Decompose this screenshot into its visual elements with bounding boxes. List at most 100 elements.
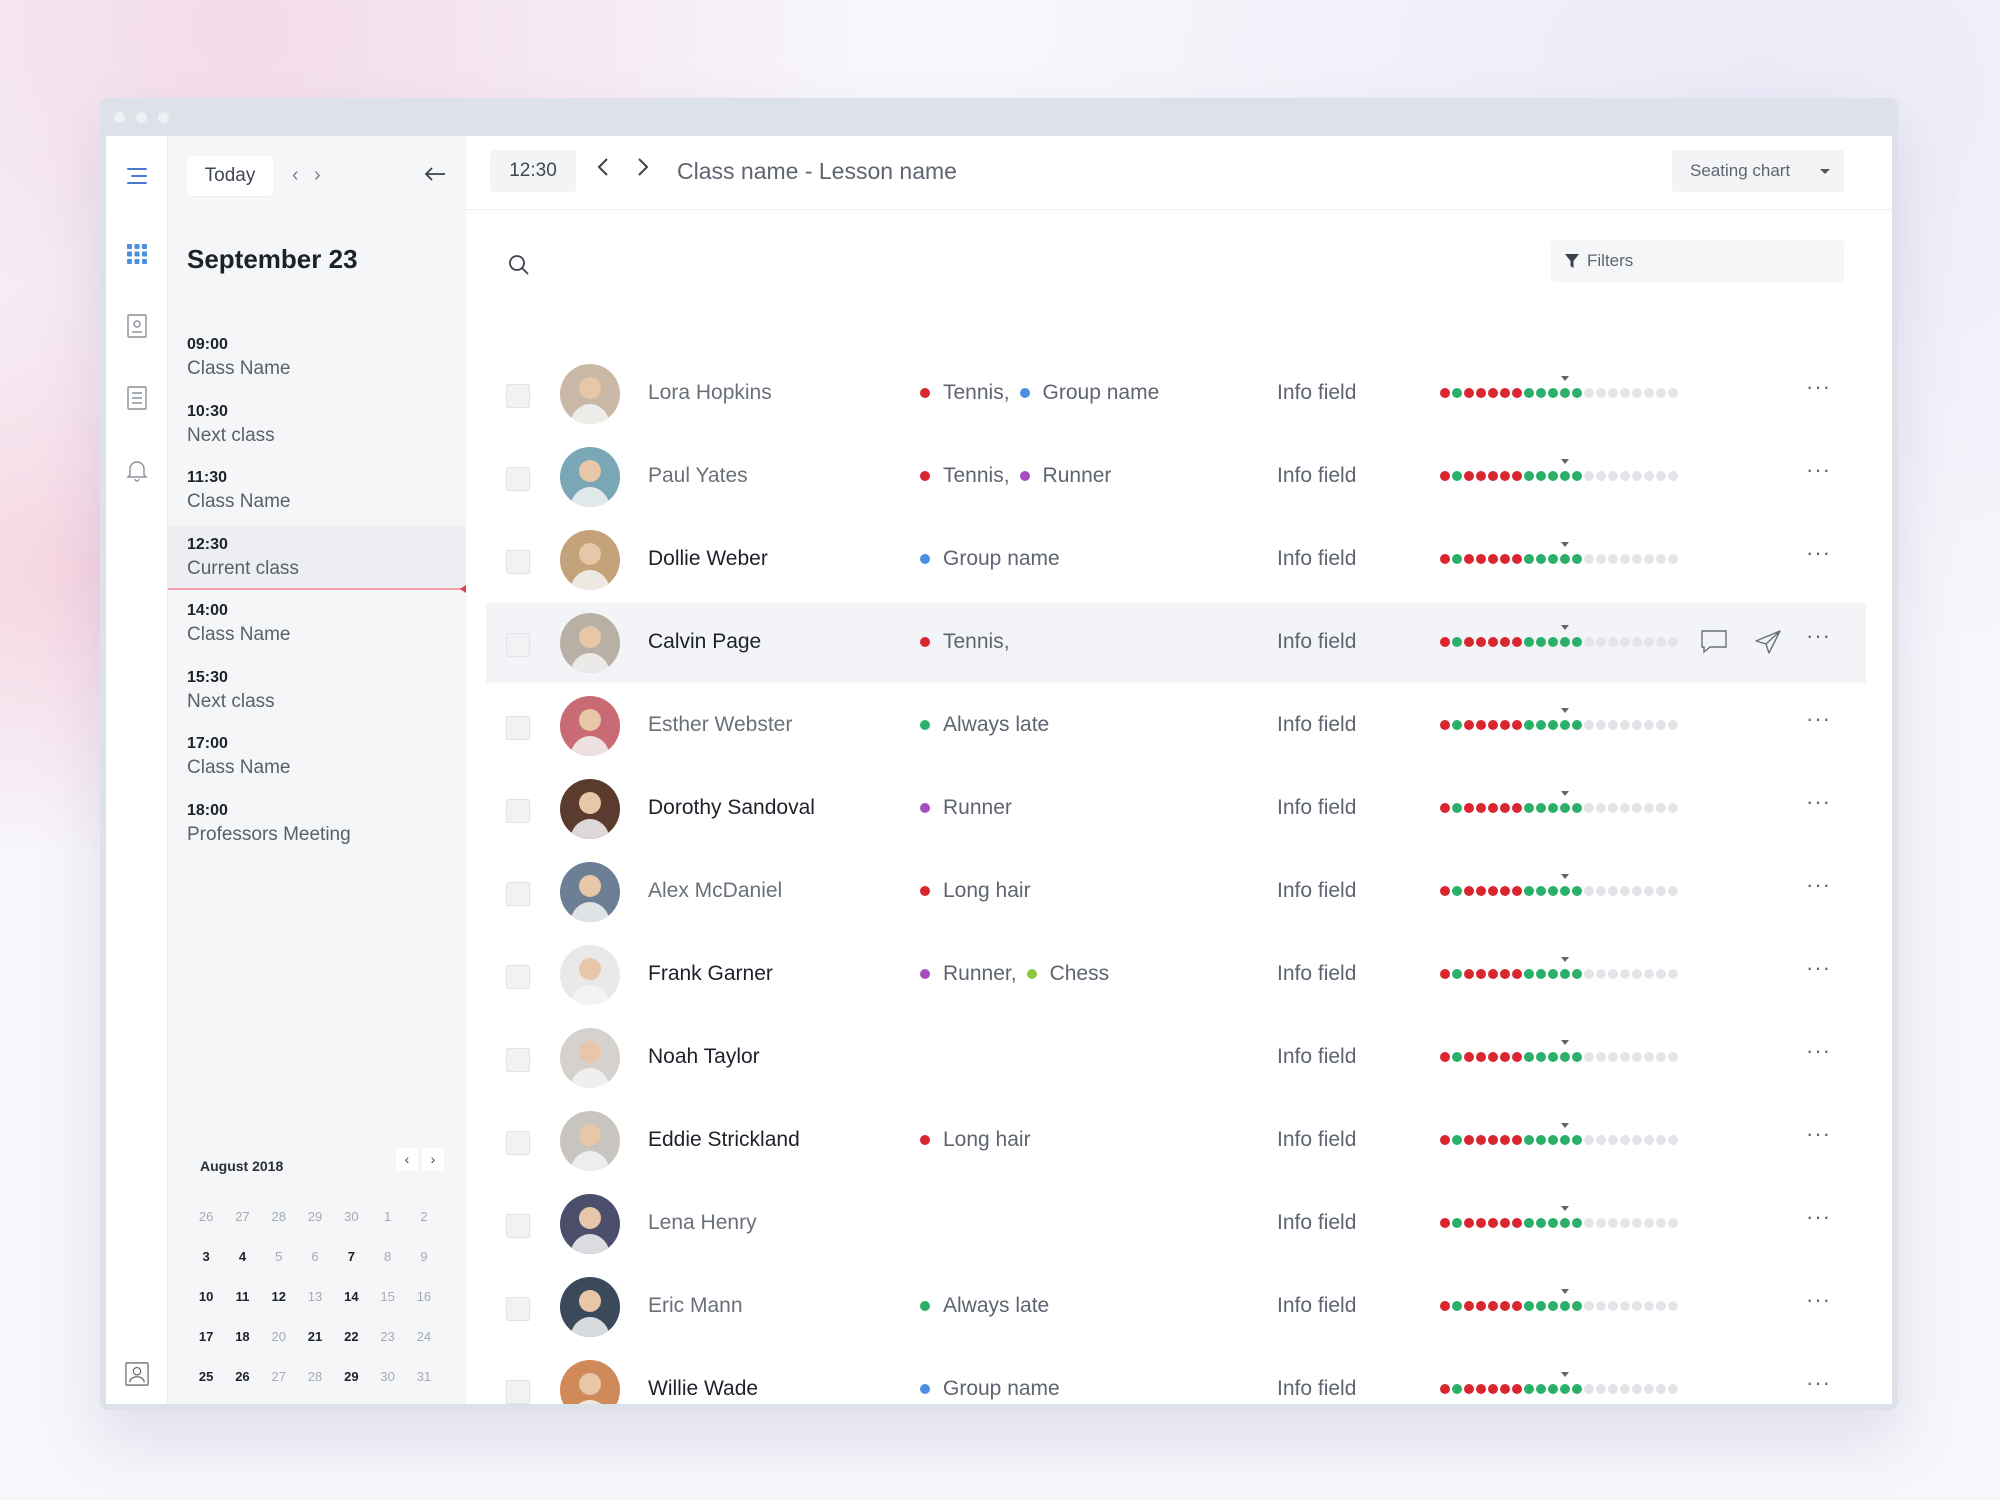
row-checkbox[interactable] [506,799,530,823]
menu-icon[interactable] [125,164,149,188]
student-name[interactable]: Calvin Page [648,630,762,653]
calendar-day[interactable]: 10 [198,1288,214,1304]
more-options-icon[interactable]: ··· [1806,457,1831,482]
today-button[interactable]: Today [187,156,273,196]
student-row[interactable]: Eddie Strickland Long hair Info field ··… [486,1101,1866,1181]
calendar-day[interactable]: 23 [380,1328,395,1344]
calendar-day[interactable]: 27 [235,1208,250,1224]
calendar-day[interactable]: 17 [198,1328,214,1344]
bell-icon[interactable] [125,458,149,482]
row-checkbox[interactable] [506,716,530,740]
student-name[interactable]: Paul Yates [648,464,748,487]
calendar-day[interactable]: 9 [420,1248,428,1264]
student-row[interactable]: Paul Yates Tennis, Runner Info field ··· [486,437,1866,517]
student-row[interactable]: Dorothy Sandoval Runner Info field ··· [486,769,1866,849]
calendar-day[interactable]: 26 [235,1368,250,1384]
next-day-icon[interactable]: › [314,164,321,186]
calendar-day[interactable]: 1 [384,1208,392,1224]
calendar-day[interactable]: 18 [235,1328,250,1344]
schedule-item[interactable]: 17:00 Class Name [168,725,466,789]
row-checkbox[interactable] [506,1297,530,1321]
row-checkbox[interactable] [506,467,530,491]
more-options-icon[interactable]: ··· [1806,1287,1831,1312]
calendar-day[interactable]: 14 [344,1288,359,1304]
schedule-item[interactable]: 14:00 Class Name [168,592,466,656]
calendar-day[interactable]: 29 [344,1368,359,1384]
calendar-day[interactable]: 16 [416,1288,432,1304]
calendar-day[interactable]: 28 [307,1368,323,1384]
student-name[interactable]: Willie Wade [648,1377,759,1400]
calendar-day[interactable]: 11 [235,1288,250,1304]
schedule-item[interactable]: 15:30 Next class [168,659,466,723]
student-name[interactable]: Eddie Strickland [648,1128,800,1151]
grid-icon[interactable] [125,242,149,266]
student-row[interactable]: Esther Webster Always late Info field ··… [486,686,1866,766]
more-options-icon[interactable]: ··· [1806,1121,1831,1146]
list-icon[interactable] [125,386,149,410]
student-name[interactable]: Lena Henry [648,1211,757,1234]
row-checkbox[interactable] [506,965,530,989]
comment-icon[interactable] [1700,629,1728,660]
row-checkbox[interactable] [506,882,530,906]
search-icon[interactable] [508,254,530,281]
row-checkbox[interactable] [506,550,530,574]
calendar-day[interactable]: 30 [344,1208,359,1224]
calendar-day[interactable]: 22 [344,1328,359,1344]
prev-lesson-icon[interactable] [596,154,610,185]
calendar-day[interactable]: 2 [420,1208,428,1224]
schedule-item[interactable]: 11:30 Class Name [168,459,466,523]
window-control-maximize[interactable] [158,112,169,123]
student-name[interactable]: Noah Taylor [648,1045,760,1068]
student-name[interactable]: Dorothy Sandoval [648,796,815,819]
prev-day-icon[interactable]: ‹ [292,164,299,186]
calendar-day[interactable]: 6 [311,1248,319,1264]
schedule-item[interactable]: 12:30 Current class [168,525,466,593]
calendar-day[interactable]: 12 [271,1288,286,1304]
more-options-icon[interactable]: ··· [1806,955,1831,980]
calendar-day[interactable]: 24 [416,1328,432,1344]
calendar-day[interactable]: 21 [307,1328,323,1344]
calendar-day[interactable]: 4 [238,1248,247,1264]
calendar-day[interactable]: 20 [271,1328,286,1344]
schedule-item[interactable]: 09:00 Class Name [168,326,466,390]
send-icon[interactable] [1754,629,1782,660]
calendar-day[interactable]: 13 [307,1288,323,1304]
more-options-icon[interactable]: ··· [1806,872,1831,897]
calendar-day[interactable]: 26 [198,1208,214,1224]
schedule-item[interactable]: 10:30 Next class [168,393,466,457]
row-checkbox[interactable] [506,1380,530,1404]
student-row[interactable]: Lora Hopkins Tennis, Group name Info fie… [486,354,1866,434]
user-icon[interactable] [125,1362,149,1386]
more-options-icon[interactable]: ··· [1806,789,1831,814]
calendar-day[interactable]: 3 [202,1248,210,1264]
student-row[interactable]: Eric Mann Always late Info field ··· [486,1267,1866,1347]
calendar-day[interactable]: 7 [347,1248,355,1264]
calendar-day[interactable]: 31 [416,1368,432,1384]
calendar-day[interactable]: 15 [380,1288,395,1304]
current-time-box[interactable]: 12:30 [490,150,576,192]
collapse-panel-icon[interactable] [424,166,446,187]
student-row[interactable]: Noah Taylor Info field ··· [486,1018,1866,1098]
schedule-item[interactable]: 18:00 Professors Meeting [168,792,466,856]
student-name[interactable]: Esther Webster [648,713,793,736]
student-row[interactable]: Calvin Page Tennis, Info field ··· [486,603,1866,683]
calendar-day[interactable]: 29 [307,1208,323,1224]
next-lesson-icon[interactable] [636,154,650,185]
more-options-icon[interactable]: ··· [1806,374,1831,399]
calendar-day[interactable]: 30 [380,1368,395,1384]
row-checkbox[interactable] [506,1048,530,1072]
student-row[interactable]: Frank Garner Runner, Chess Info field ··… [486,935,1866,1015]
calendar-day[interactable]: 25 [198,1368,214,1384]
student-name[interactable]: Eric Mann [648,1294,743,1317]
more-options-icon[interactable]: ··· [1806,1038,1831,1063]
window-control-close[interactable] [114,112,125,123]
more-options-icon[interactable]: ··· [1806,706,1831,731]
student-row[interactable]: Dollie Weber Group name Info field ··· [486,520,1866,600]
view-select[interactable]: Seating chart [1672,150,1844,192]
student-row[interactable]: Lena Henry Info field ··· [486,1184,1866,1264]
student-name[interactable]: Frank Garner [648,962,773,985]
calendar-day[interactable]: 27 [271,1368,286,1384]
student-name[interactable]: Lora Hopkins [648,381,772,404]
student-row[interactable]: Alex McDaniel Long hair Info field ··· [486,852,1866,932]
calendar-next-icon[interactable]: › [422,1148,444,1170]
